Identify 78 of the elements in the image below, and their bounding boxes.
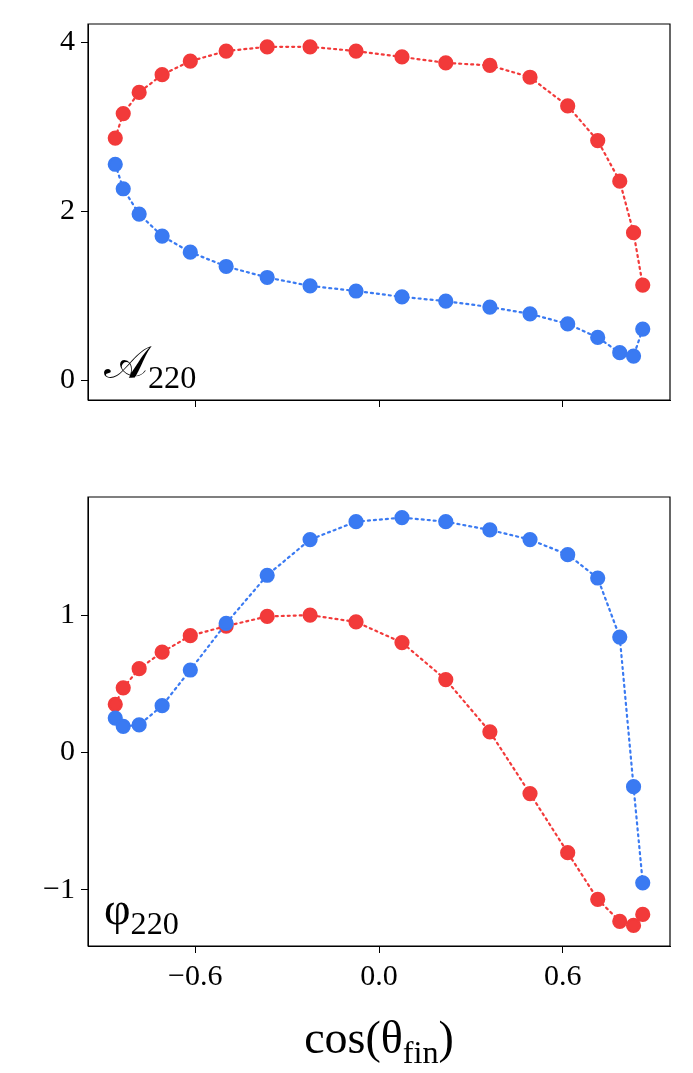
point xyxy=(625,917,642,933)
point xyxy=(302,278,318,294)
point xyxy=(438,293,454,309)
point xyxy=(259,269,275,286)
x-tick-label: −0.6 xyxy=(168,957,223,991)
point xyxy=(590,891,606,907)
point xyxy=(154,698,170,714)
point xyxy=(115,181,131,197)
point xyxy=(482,57,498,73)
point xyxy=(302,531,318,548)
point xyxy=(182,628,198,644)
point xyxy=(302,39,318,55)
point xyxy=(107,696,123,712)
point xyxy=(131,661,147,677)
point xyxy=(590,329,606,346)
x-tick-label: 0.6 xyxy=(544,957,582,991)
point xyxy=(438,514,454,530)
point xyxy=(612,913,628,929)
point xyxy=(394,289,410,305)
point xyxy=(522,306,538,322)
point xyxy=(154,644,170,660)
point xyxy=(590,570,606,586)
point xyxy=(394,510,410,526)
point xyxy=(131,84,147,101)
point xyxy=(115,680,131,696)
point xyxy=(612,173,628,189)
point xyxy=(182,244,198,260)
point xyxy=(348,43,364,59)
point xyxy=(394,634,410,651)
point xyxy=(560,98,576,114)
point xyxy=(522,69,538,85)
point xyxy=(560,547,576,563)
point xyxy=(625,348,642,364)
point xyxy=(259,39,275,55)
point xyxy=(635,321,651,337)
point xyxy=(612,629,628,645)
point xyxy=(625,779,642,795)
x-tick-label: 0.0 xyxy=(360,957,398,991)
point xyxy=(115,105,131,122)
point xyxy=(522,531,538,548)
point xyxy=(635,277,651,293)
point xyxy=(482,522,498,538)
point xyxy=(218,43,234,59)
y-tick-label: 1 xyxy=(60,595,75,629)
point xyxy=(560,316,576,332)
y-tick-label: 0 xyxy=(60,361,75,395)
point xyxy=(560,845,576,861)
point xyxy=(107,156,123,172)
y-tick-label: −1 xyxy=(43,870,75,904)
point xyxy=(131,717,147,733)
point xyxy=(612,345,628,361)
point xyxy=(394,49,410,65)
y-tick-label: 0 xyxy=(60,733,75,767)
point xyxy=(115,718,131,734)
point xyxy=(154,67,170,83)
point xyxy=(131,206,147,222)
point xyxy=(182,662,198,678)
point xyxy=(154,228,170,244)
point xyxy=(635,906,651,923)
point xyxy=(482,299,498,315)
point xyxy=(182,53,198,69)
point xyxy=(302,607,318,623)
point xyxy=(438,672,454,688)
point xyxy=(218,258,234,275)
point xyxy=(259,608,275,625)
point xyxy=(625,225,642,241)
point xyxy=(259,567,275,583)
point xyxy=(348,614,364,630)
point xyxy=(438,55,454,71)
point xyxy=(107,130,123,146)
point xyxy=(348,283,364,299)
point xyxy=(590,133,606,149)
point xyxy=(348,514,364,530)
y-tick-label: 2 xyxy=(60,192,75,226)
y-tick-label: 4 xyxy=(60,23,75,57)
point xyxy=(635,875,651,891)
point xyxy=(482,724,498,740)
point xyxy=(522,785,538,802)
